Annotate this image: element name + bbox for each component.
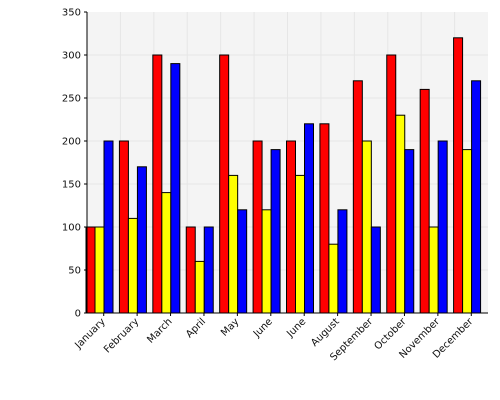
bar-3 bbox=[437, 140, 448, 314]
y-tick-label: 50 bbox=[68, 266, 81, 277]
bars bbox=[85, 37, 482, 314]
y-tick-label: 200 bbox=[62, 137, 81, 148]
x-tick-label: April bbox=[184, 316, 208, 340]
bar-2 bbox=[395, 114, 406, 314]
y-tick-label: 0 bbox=[75, 309, 81, 320]
bar-2 bbox=[161, 192, 172, 314]
y-tick-label: 250 bbox=[62, 94, 81, 105]
bar-3 bbox=[170, 63, 181, 314]
bar-1 bbox=[185, 226, 196, 314]
bar-1 bbox=[286, 140, 296, 314]
bar-3 bbox=[136, 166, 147, 314]
bar-3 bbox=[337, 209, 348, 314]
bar-2 bbox=[94, 226, 105, 314]
bar-2 bbox=[127, 217, 138, 314]
y-tick-label: 300 bbox=[62, 51, 81, 62]
bar-1 bbox=[252, 140, 263, 314]
bar-3 bbox=[370, 226, 381, 314]
y-tick-labels: 0 50 100 150 200 250 300 350 bbox=[62, 8, 87, 320]
bar-2 bbox=[361, 140, 372, 314]
x-tick-label: February bbox=[102, 316, 141, 355]
bar-3 bbox=[103, 140, 114, 314]
bar-1 bbox=[319, 123, 330, 314]
bar-3 bbox=[404, 149, 415, 314]
bar-3 bbox=[304, 123, 314, 314]
bar-2 bbox=[194, 260, 205, 314]
y-tick-label: 100 bbox=[62, 223, 81, 234]
bar-1 bbox=[352, 80, 363, 314]
bar-1 bbox=[219, 54, 230, 314]
bar-1 bbox=[118, 140, 129, 314]
y-tick-label: 150 bbox=[62, 180, 81, 191]
x-tick-label: June bbox=[284, 316, 308, 340]
x-tick-label: August bbox=[309, 316, 342, 349]
x-tick-label: June bbox=[251, 316, 275, 340]
bar-2 bbox=[428, 226, 439, 314]
bar-1 bbox=[453, 37, 464, 314]
bar-1 bbox=[152, 54, 163, 314]
bar-2 bbox=[328, 243, 339, 314]
x-tick-label: May bbox=[219, 316, 241, 338]
bar-1 bbox=[386, 54, 397, 314]
bar-3 bbox=[270, 149, 281, 314]
bar-2 bbox=[462, 149, 473, 314]
bar-2 bbox=[228, 174, 239, 314]
axes bbox=[86, 12, 488, 314]
bar-3 bbox=[237, 209, 248, 314]
bar-1 bbox=[419, 88, 430, 314]
y-tick-label: 350 bbox=[62, 8, 81, 19]
bar-2 bbox=[295, 174, 305, 314]
bar-2 bbox=[261, 209, 272, 314]
x-tick-label: March bbox=[145, 316, 174, 345]
bar-3 bbox=[203, 226, 214, 314]
bar-3 bbox=[471, 80, 482, 314]
